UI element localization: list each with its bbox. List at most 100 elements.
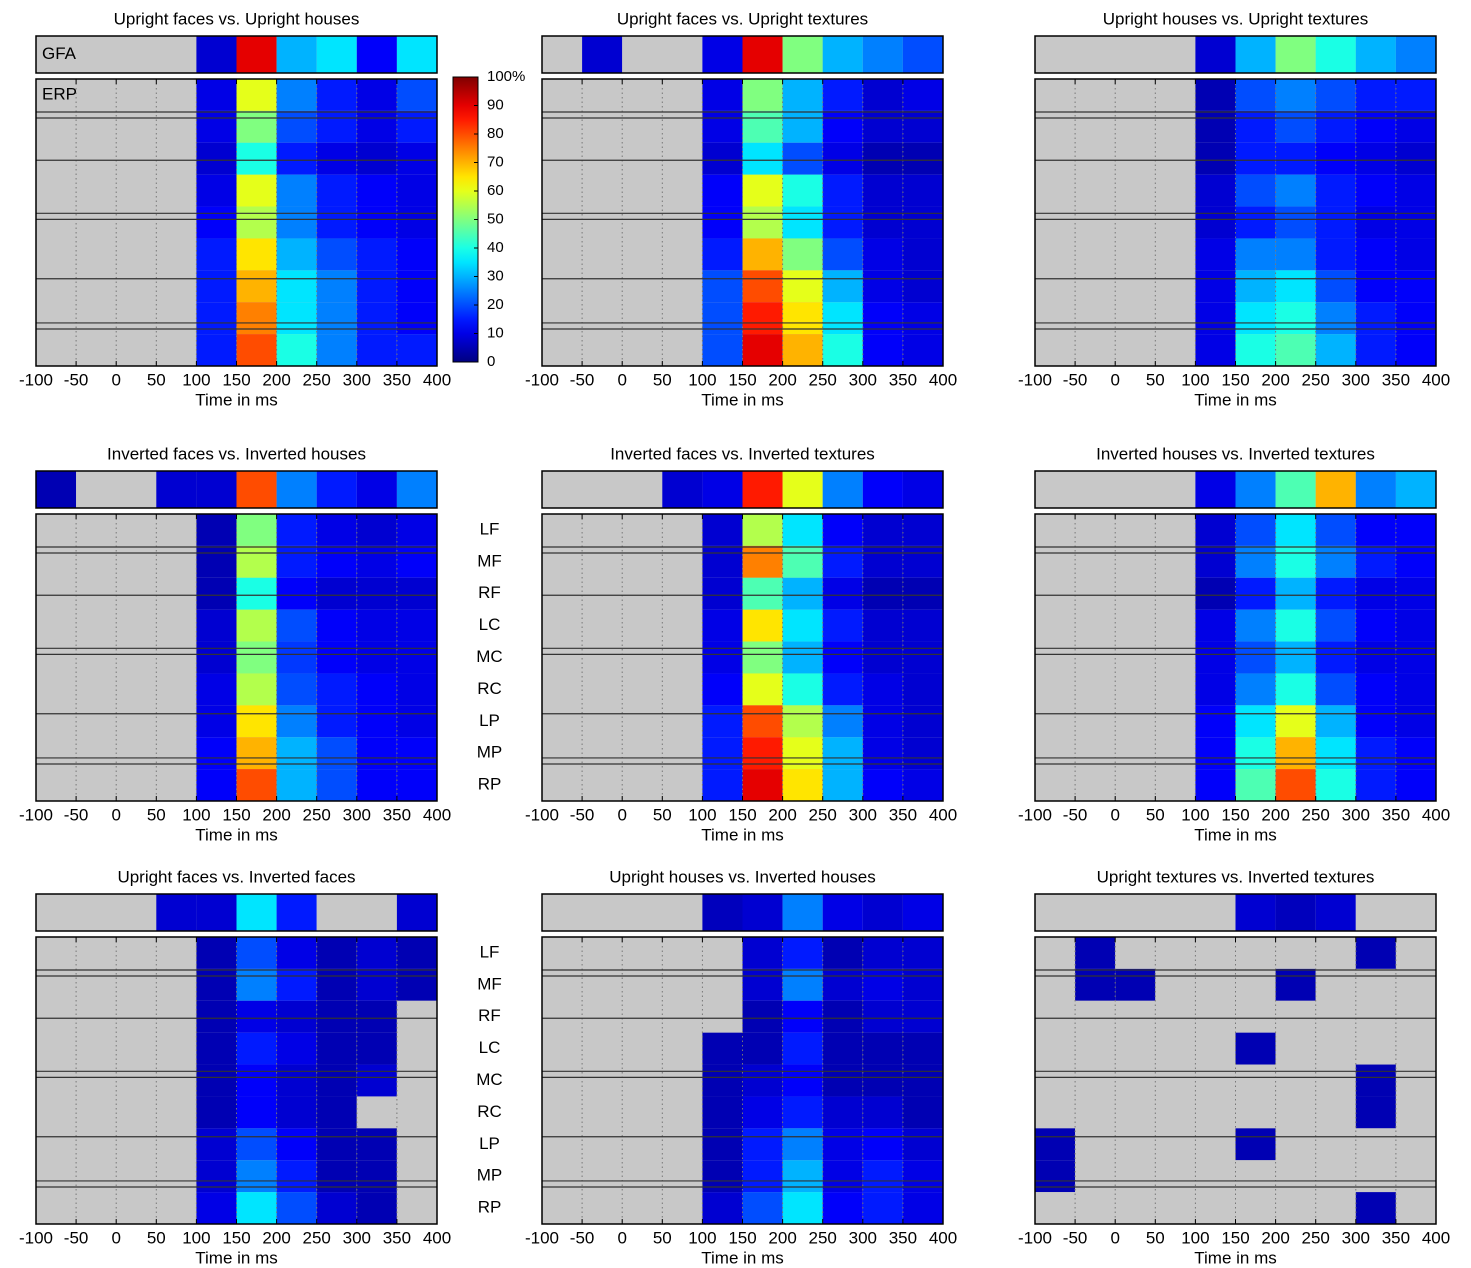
gfa-cell	[36, 36, 77, 73]
erp-cell	[662, 1032, 703, 1065]
x-tick-label: 100	[182, 370, 210, 389]
gfa-cell	[236, 471, 277, 508]
erp-cell	[1075, 110, 1116, 143]
erp-cell	[1235, 641, 1276, 674]
erp-cell	[702, 1128, 743, 1161]
erp-cell	[1075, 270, 1116, 303]
erp-cell	[1275, 110, 1316, 143]
x-tick-label: 300	[1342, 805, 1370, 824]
erp-cell	[542, 174, 583, 207]
gfa-cell	[1235, 36, 1276, 73]
erp-cell	[1195, 270, 1236, 303]
erp-cell	[702, 769, 743, 801]
erp-cell	[1315, 110, 1356, 143]
erp-frame	[541, 936, 944, 1225]
x-tick-label: 300	[849, 805, 877, 824]
erp-cell	[782, 142, 823, 175]
erp-frame	[35, 936, 438, 1225]
erp-cell	[582, 577, 623, 610]
erp-cell	[1235, 769, 1276, 801]
erp-cell	[396, 1096, 437, 1129]
gfa-cell	[1275, 894, 1316, 931]
erp-cell	[196, 609, 237, 642]
erp-cell	[1355, 238, 1396, 271]
x-tick-label: -100	[19, 1228, 53, 1247]
erp-cell	[622, 705, 663, 738]
erp-cell	[902, 937, 943, 969]
x-tick-label: 250	[809, 805, 837, 824]
erp-cell	[622, 79, 663, 111]
gfa-cell	[1315, 36, 1356, 73]
erp-cell	[1115, 937, 1156, 969]
erp-cell	[1275, 514, 1316, 546]
erp-cell	[356, 641, 397, 674]
erp-cell	[1235, 1064, 1276, 1097]
erp-cell	[396, 673, 437, 706]
erp-cell	[236, 1128, 277, 1161]
x-tick-label: 250	[1302, 1228, 1330, 1247]
erp-cell	[902, 1192, 943, 1224]
gfa-cell	[1115, 894, 1156, 931]
erp-cell	[36, 1000, 77, 1033]
erp-cell	[622, 142, 663, 175]
erp-cell	[622, 769, 663, 801]
erp-frame	[35, 78, 438, 367]
erp-cell	[782, 705, 823, 738]
erp-cell	[862, 270, 903, 303]
erp-cell	[236, 142, 277, 175]
x-tick-label: 150	[222, 1228, 250, 1247]
erp-cell	[822, 673, 863, 706]
erp-cell	[116, 110, 157, 143]
x-axis-label: Time in ms	[195, 390, 278, 409]
erp-cell	[316, 142, 357, 175]
erp-cell	[276, 238, 317, 271]
erp-cell	[396, 769, 437, 801]
erp-cell	[1075, 609, 1116, 642]
gfa-cell	[822, 894, 863, 931]
erp-cell	[1075, 1192, 1116, 1224]
erp-cell	[542, 705, 583, 738]
region-label: RF	[478, 583, 501, 602]
x-tick-label: 150	[222, 805, 250, 824]
erp-cell	[356, 1032, 397, 1065]
gfa-cell	[116, 894, 157, 931]
erp-cell	[1315, 968, 1356, 1001]
erp-cell	[902, 270, 943, 303]
erp-cell	[1235, 206, 1276, 239]
erp-cell	[1235, 937, 1276, 969]
x-tick-label: -50	[570, 1228, 595, 1247]
erp-cell	[662, 1192, 703, 1224]
erp-cell	[1235, 545, 1276, 578]
x-tick-label: 0	[111, 1228, 120, 1247]
erp-cell	[1035, 1000, 1076, 1033]
x-tick-label: 400	[423, 1228, 451, 1247]
erp-cell	[582, 609, 623, 642]
erp-cell	[116, 673, 157, 706]
gfa-cell	[356, 894, 397, 931]
erp-cell	[862, 641, 903, 674]
erp-cell	[1235, 110, 1276, 143]
erp-cell	[902, 79, 943, 111]
erp-cell	[902, 641, 943, 674]
erp-cell	[822, 769, 863, 801]
erp-cell	[1155, 79, 1196, 111]
erp-cell	[1035, 142, 1076, 175]
erp-cell	[236, 1096, 277, 1129]
erp-cell	[662, 206, 703, 239]
erp-cell	[356, 937, 397, 969]
x-tick-label: 150	[1221, 1228, 1249, 1247]
erp-cell	[396, 1192, 437, 1224]
gfa-cell	[156, 36, 197, 73]
gfa-cell	[1195, 894, 1236, 931]
erp-cell	[1395, 142, 1436, 175]
erp-cell	[742, 937, 783, 969]
erp-cell	[862, 1096, 903, 1129]
erp-cell	[196, 142, 237, 175]
erp-cell	[1235, 1096, 1276, 1129]
erp-cell	[276, 1096, 317, 1129]
gfa-cell	[662, 894, 703, 931]
x-tick-label: 0	[111, 805, 120, 824]
erp-cell	[156, 1032, 197, 1065]
x-tick-label: 100	[182, 1228, 210, 1247]
erp-cell	[316, 609, 357, 642]
